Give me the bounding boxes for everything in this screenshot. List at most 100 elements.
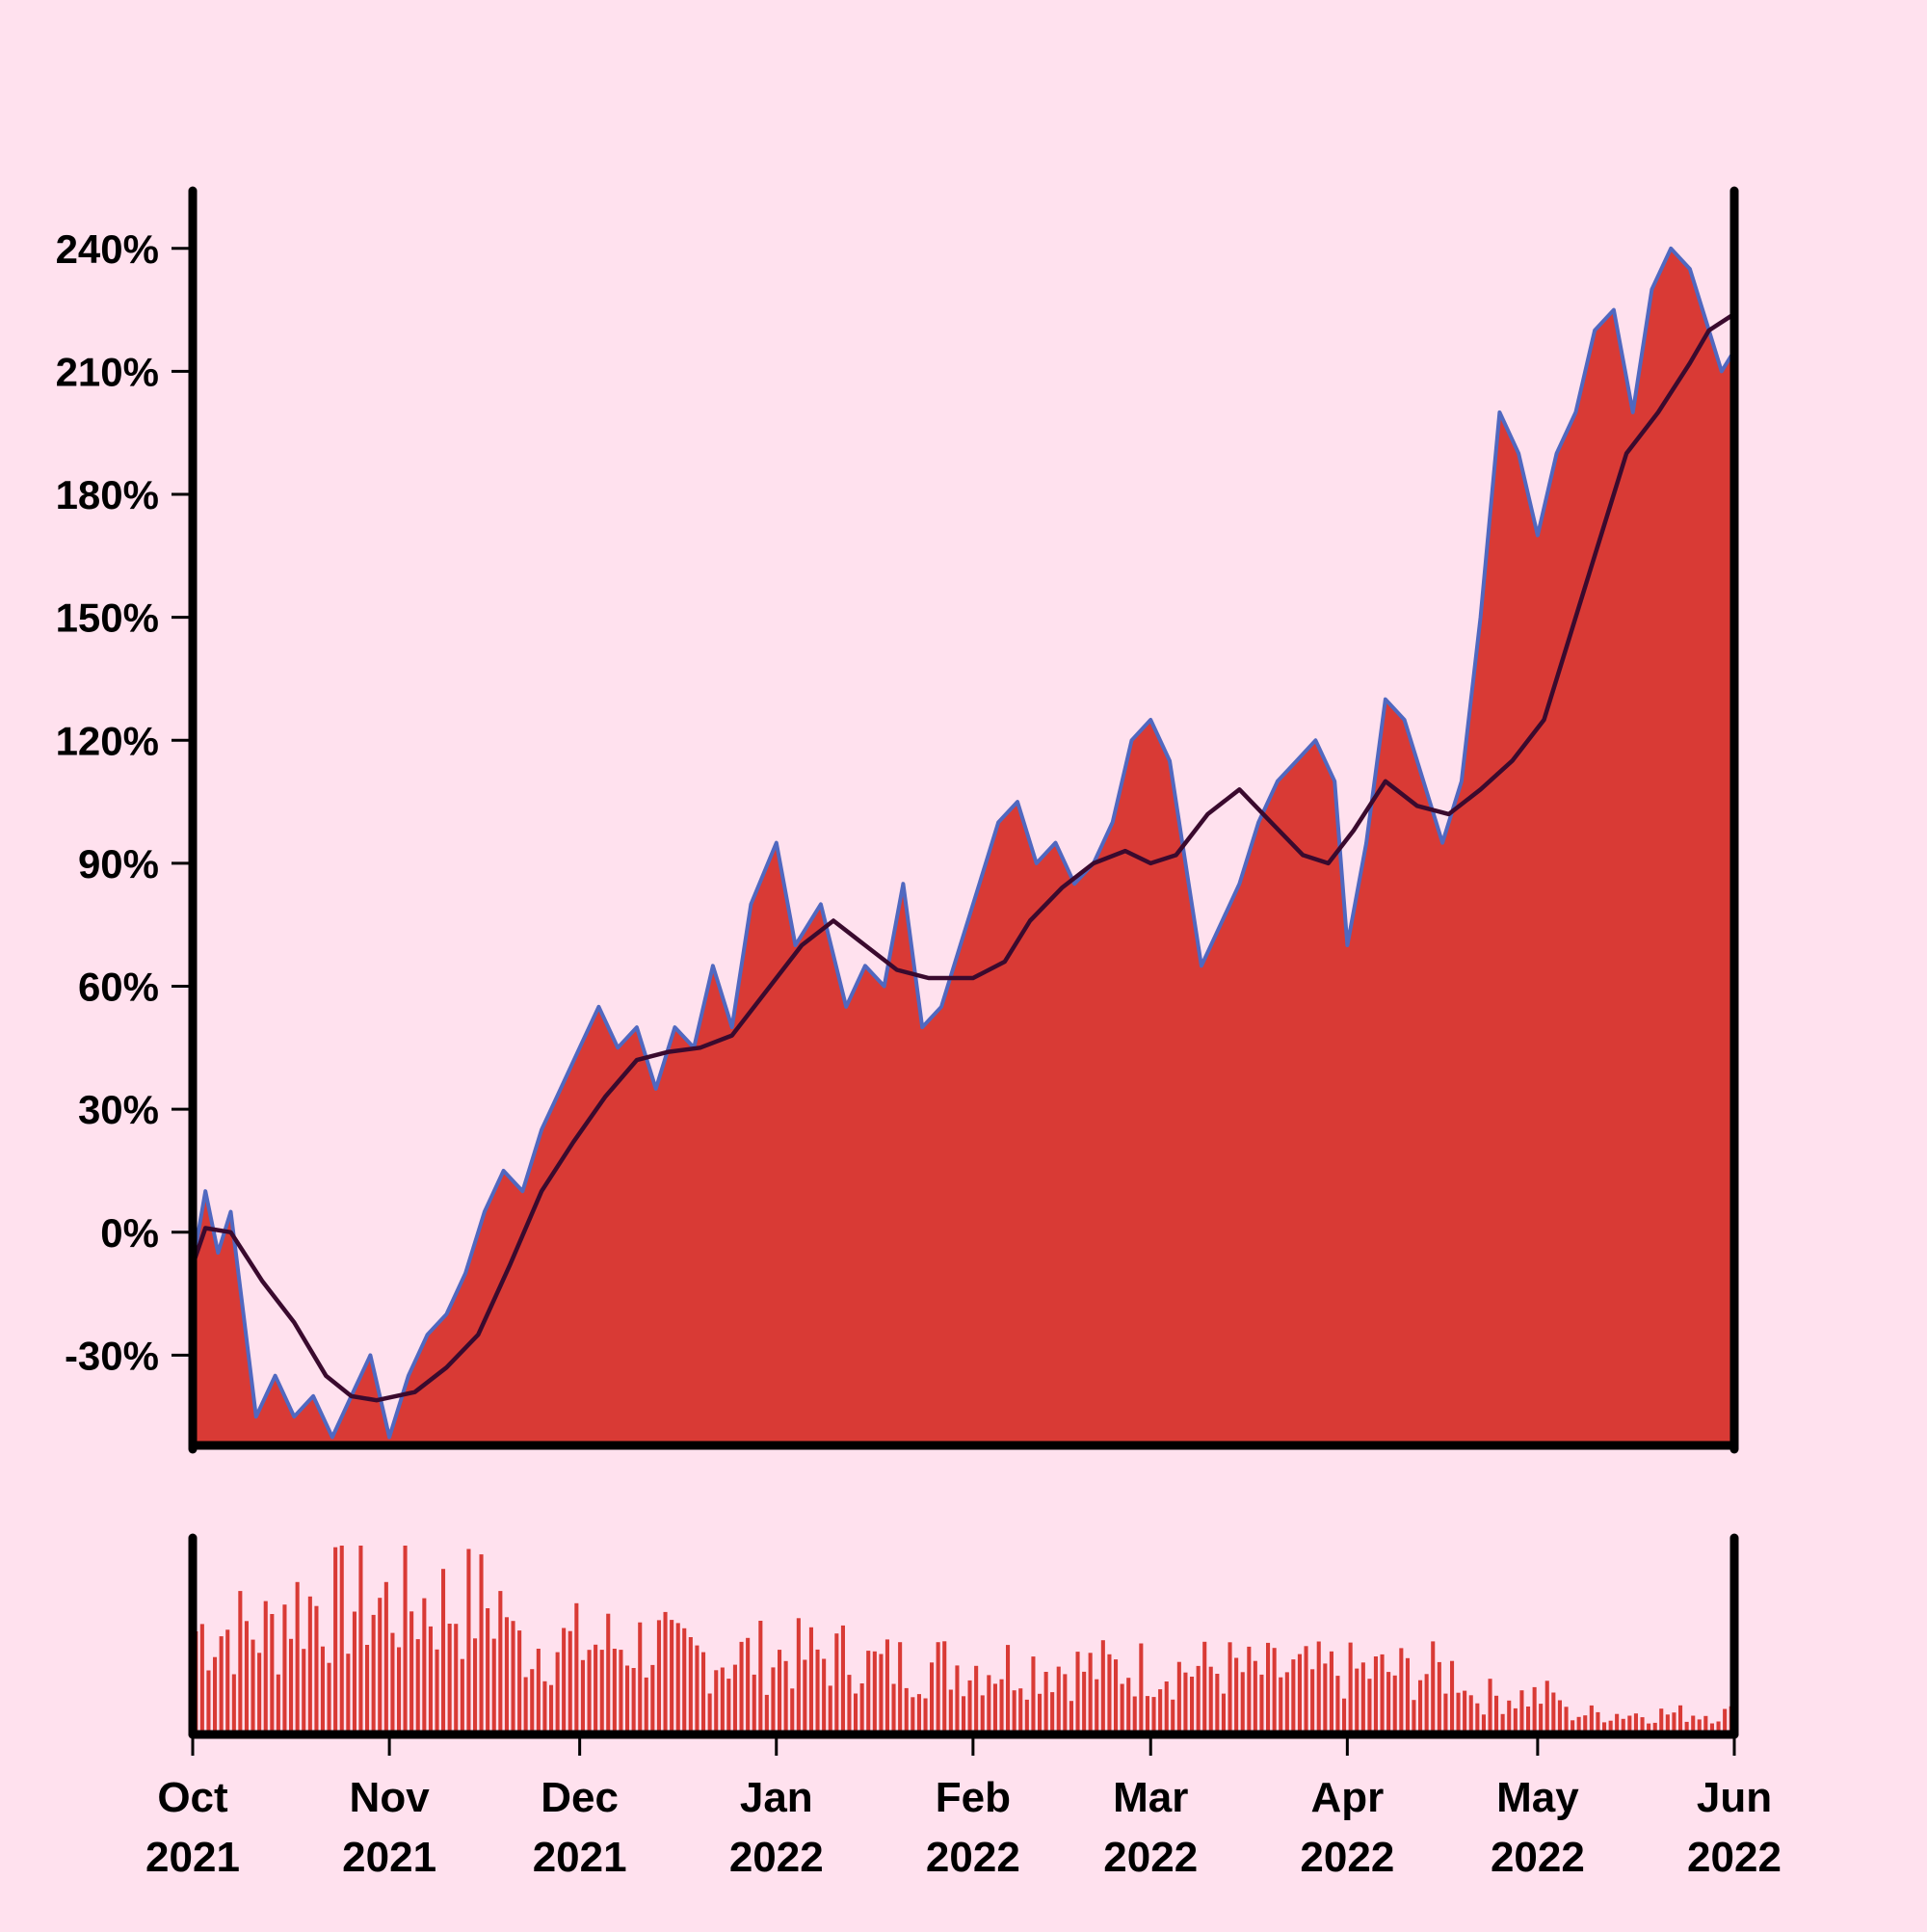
x-tick-label-month: Dec [541,1774,619,1821]
volume-bar [1132,1696,1137,1734]
x-tick-label-year: 2022 [926,1834,1020,1881]
volume-bar [1437,1661,1441,1734]
volume-bar [631,1668,636,1734]
volume-bar [1227,1642,1232,1734]
volume-bar [447,1624,452,1734]
volume-bar [1500,1713,1505,1734]
volume-bar [460,1658,464,1734]
volume-bar [955,1665,960,1734]
volume-bar [1253,1660,1257,1734]
volume-bar [599,1650,604,1734]
volume-bar [435,1649,439,1734]
volume-bar [295,1581,300,1734]
volume-bar [1120,1683,1124,1734]
y-tick-label: 0% [100,1210,159,1256]
x-tick-label-year: 2021 [533,1834,627,1881]
volume-bar [523,1677,528,1734]
volume-bar [1291,1659,1296,1734]
volume-bar [1304,1646,1308,1734]
volume-bar [371,1614,376,1734]
volume-bar [428,1626,433,1734]
volume-bar [1038,1693,1043,1734]
volume-bar [1507,1700,1512,1734]
x-tick-label-month: Jan [740,1774,813,1821]
volume-bar [714,1670,719,1734]
volume-bar [980,1695,985,1734]
y-tick-label: 150% [56,595,159,641]
volume-bar [378,1598,383,1734]
volume-bar [270,1614,275,1734]
volume-bar [307,1596,312,1734]
volume-bar [1323,1663,1328,1734]
volume-bar [1266,1642,1271,1734]
volume-bar [231,1674,236,1734]
volume-bar [803,1659,807,1734]
volume-bar [1100,1640,1105,1734]
volume-bar [904,1687,909,1734]
volume-bar [530,1669,535,1734]
volume-bar [1672,1712,1676,1734]
x-tick-label-month: Jun [1697,1774,1772,1821]
volume-bar [746,1637,751,1734]
volume-bar [948,1689,953,1734]
volume-bar [999,1679,1004,1734]
volume-bar [1697,1719,1702,1734]
volume-bar [1526,1707,1531,1734]
volume-bar [987,1675,991,1734]
volume-bar [859,1683,864,1734]
volume-bar [1405,1657,1410,1734]
volume-bar [732,1664,737,1734]
volume-bar [854,1693,858,1734]
volume-bar [682,1628,687,1734]
volume-bar [1576,1716,1581,1734]
volume-bar [1355,1668,1359,1734]
volume-bar [1399,1648,1404,1734]
volume-bar [1386,1672,1391,1734]
volume-bar [536,1649,541,1734]
volume-bar [1018,1688,1023,1734]
volume-bar [594,1644,598,1734]
volume-bar [213,1656,218,1734]
x-tick-label-year: 2022 [1687,1834,1782,1881]
volume-bar [1418,1680,1423,1734]
volume-bar [974,1665,979,1734]
price-plot [193,246,1734,1445]
tick-labels: -30% 0% 30% 60% 90% 120% 150% 180% 210% 240% Oct 20… [56,226,1782,1881]
volume-bar [206,1670,211,1734]
volume-bar [555,1652,560,1734]
x-tick-label-month: Apr [1310,1774,1384,1821]
volume-bar [1329,1651,1333,1734]
volume-bar [916,1694,921,1734]
volume-bar [758,1621,763,1734]
volume-bar [1284,1672,1289,1734]
volume-bar [1571,1720,1575,1734]
volume-bar [1063,1674,1068,1734]
volume-bar [542,1681,547,1734]
x-tick-label-month: Nov [350,1774,431,1821]
volume-bar [1684,1721,1689,1734]
volume-bar [1608,1720,1613,1734]
y-tick-label: 180% [56,472,159,517]
volume-bar [1171,1699,1175,1734]
volume-bar [1126,1678,1131,1734]
volume-bar [568,1630,572,1734]
volume-bar [1392,1675,1397,1734]
volume-bar [1367,1679,1372,1734]
volume-bar [1532,1686,1537,1734]
x-tick-label-month: Oct [157,1774,228,1821]
volume-bar [1450,1660,1455,1734]
y-tick-label: -30% [65,1333,159,1378]
volume-bar [866,1651,871,1734]
volume-bar [365,1645,370,1734]
x-tick-label-year: 2022 [1103,1834,1198,1881]
volume-bar [358,1546,363,1734]
axes [188,186,1739,1739]
volume-bar [1279,1677,1283,1734]
price-line [193,246,1734,1440]
volume-bar [1006,1645,1011,1734]
volume-bar [1158,1689,1163,1734]
y-tick-label: 90% [78,841,159,887]
volume-bar [1095,1679,1099,1734]
volume-bar [1373,1656,1378,1734]
x-tick-label-month: Feb [936,1774,1011,1821]
